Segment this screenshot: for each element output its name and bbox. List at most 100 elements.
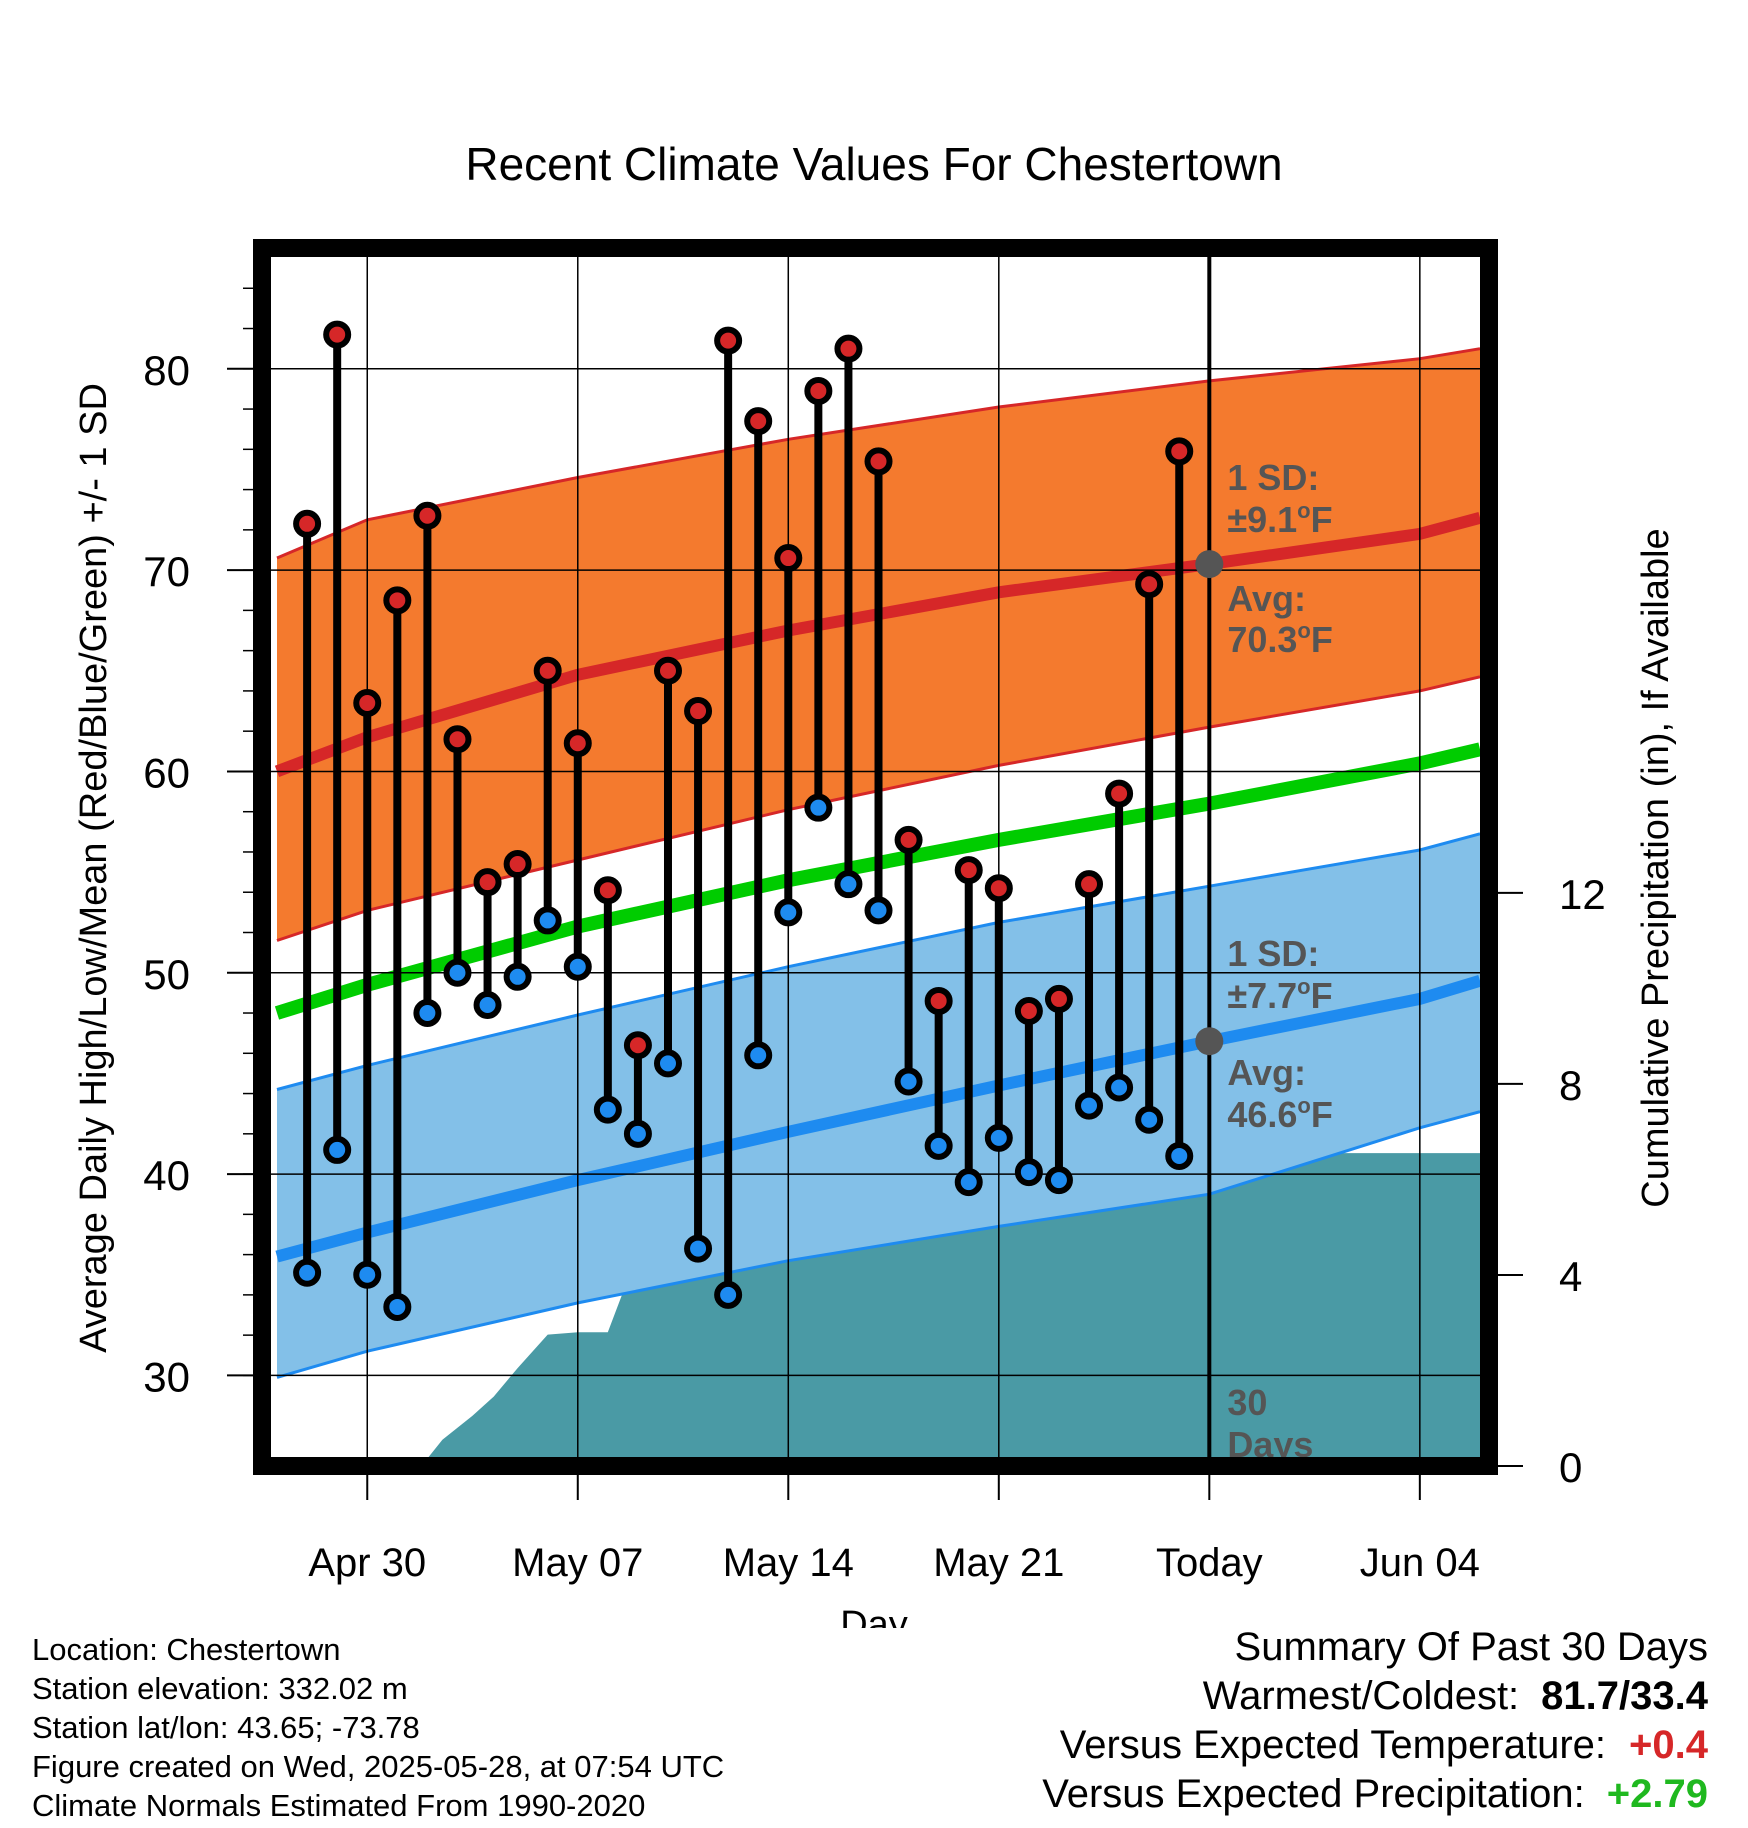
x-axis-label: Day: [840, 1604, 908, 1628]
temp-value: +0.4: [1629, 1723, 1708, 1767]
obs-low-point: [744, 1041, 773, 1070]
obs-low-point: [293, 1258, 322, 1287]
high-avg-label: Avg:: [1227, 578, 1306, 619]
obs-high-point: [383, 586, 412, 615]
obs-high-point: [834, 334, 863, 363]
x-tick-label: Today: [1156, 1541, 1263, 1585]
y-tick-label: 60: [143, 749, 190, 796]
obs-low-point: [894, 1067, 923, 1096]
y-right-tick-label: 12: [1559, 871, 1606, 918]
obs-high-point: [353, 688, 382, 717]
obs-high-point: [413, 501, 442, 530]
y-tick-label: 80: [143, 347, 190, 394]
high-sd-label: 1 SD:: [1227, 457, 1319, 498]
obs-low-point: [774, 898, 803, 927]
precip-area: [307, 1153, 1489, 1466]
low-normal-band-upper-edge: [276, 832, 1481, 1091]
obs-low-point: [1165, 1141, 1194, 1170]
obs-high-point: [593, 876, 622, 905]
precip-value: +2.79: [1606, 1772, 1708, 1816]
obs-low-point: [804, 793, 833, 822]
obs-high-point: [894, 825, 923, 854]
obs-low-point: [1044, 1166, 1073, 1195]
low-normal-band-lower-edge: [276, 1110, 1481, 1379]
obs-high-point: [1165, 437, 1194, 466]
high-normal-line: [274, 512, 1482, 778]
x-tick-label: May 07: [512, 1541, 643, 1585]
obs-high-point: [473, 868, 502, 897]
summary-precip-row: Versus Expected Precipitation: +2.79: [1042, 1770, 1708, 1819]
normals-text: Climate Normals Estimated From 1990-2020: [32, 1788, 646, 1823]
obs-low-point: [623, 1119, 652, 1148]
obs-high-point: [984, 874, 1013, 903]
elevation-text: Station elevation: 332.02 m: [32, 1671, 408, 1706]
obs-high-point: [293, 509, 322, 538]
low-normal-line: [275, 975, 1482, 1263]
obs-high-point: [1105, 779, 1134, 808]
obs-low-point: [563, 952, 592, 981]
plot-frame: [253, 239, 1498, 1475]
y-axis-label-right: Cumulative Precipitation (in), If Availa…: [1635, 528, 1677, 1207]
obs-low-point: [1014, 1158, 1043, 1187]
obs-high-point: [774, 544, 803, 573]
obs-high-point: [1075, 870, 1104, 899]
obs-high-point: [653, 656, 682, 685]
obs-low-point: [353, 1260, 382, 1289]
x-tick-label: May 21: [933, 1541, 1064, 1585]
obs-high-point: [443, 725, 472, 754]
today-high-avg-dot: [1195, 550, 1224, 579]
obs-high-point: [684, 697, 713, 726]
obs-low-point: [383, 1292, 412, 1321]
obs-low-point: [834, 870, 863, 899]
obs-high-point: [563, 729, 592, 758]
obs-low-point: [413, 999, 442, 1028]
obs-high-point: [503, 850, 532, 879]
y-right-tick-label: 4: [1559, 1253, 1582, 1300]
obs-low-point: [864, 896, 893, 925]
warmest-value: 81.7/33.4: [1541, 1674, 1708, 1718]
obs-low-point: [593, 1095, 622, 1124]
obs-high-point: [623, 1031, 652, 1060]
obs-high-point: [714, 326, 743, 355]
low-avg-label: Avg:: [1227, 1052, 1306, 1093]
obs-low-point: [533, 906, 562, 935]
station-info: Location: Chestertown Station elevation:…: [32, 1630, 724, 1825]
obs-low-point: [473, 990, 502, 1019]
obs-low-point: [443, 958, 472, 987]
obs-high-point: [954, 856, 983, 885]
summary-warmest-row: Warmest/Coldest: 81.7/33.4: [1042, 1672, 1708, 1721]
y-right-tick-label: 8: [1559, 1062, 1582, 1109]
location-text: Location: Chestertown: [32, 1632, 341, 1667]
low-avg-value: 46.6oF: [1227, 1093, 1333, 1135]
summary-panel: Summary Of Past 30 Days Warmest/Coldest:…: [1042, 1623, 1708, 1819]
obs-high-point: [744, 407, 773, 436]
high-normal-band-upper-edge: [276, 347, 1481, 560]
created-text: Figure created on Wed, 2025-05-28, at 07…: [32, 1749, 725, 1784]
climate-chart: Recent Climate Values For Chestertown 1 …: [73, 138, 1677, 1628]
obs-high-point: [533, 656, 562, 685]
obs-low-point: [503, 962, 532, 991]
y-axis-label-left: Average Daily High/Low/Mean (Red/Blue/Gr…: [73, 383, 115, 1353]
precip-label: Versus Expected Precipitation:: [1042, 1772, 1585, 1816]
obs-low-point: [1105, 1073, 1134, 1102]
y-tick-label: 50: [143, 951, 190, 998]
summary-title: Summary Of Past 30 Days: [1234, 1625, 1708, 1669]
warmest-label: Warmest/Coldest:: [1202, 1674, 1520, 1718]
obs-high-point: [323, 320, 352, 349]
obs-low-point: [653, 1049, 682, 1078]
high-avg-value: 70.3oF: [1227, 618, 1333, 660]
obs-high-point: [804, 376, 833, 405]
obs-high-point: [1135, 570, 1164, 599]
y-tick-label: 70: [143, 548, 190, 595]
x-tick-label: Apr 30: [308, 1541, 426, 1585]
x-tick-label: May 14: [723, 1541, 854, 1585]
obs-low-point: [684, 1234, 713, 1263]
today-days-number: 30: [1227, 1382, 1267, 1423]
low-sd-value: ±7.7oF: [1227, 974, 1332, 1016]
obs-low-point: [984, 1123, 1013, 1152]
y-right-tick-label: 0: [1559, 1444, 1582, 1491]
y-tick-label: 40: [143, 1152, 190, 1199]
x-tick-label: Jun 04: [1360, 1541, 1480, 1585]
obs-low-point: [924, 1131, 953, 1160]
